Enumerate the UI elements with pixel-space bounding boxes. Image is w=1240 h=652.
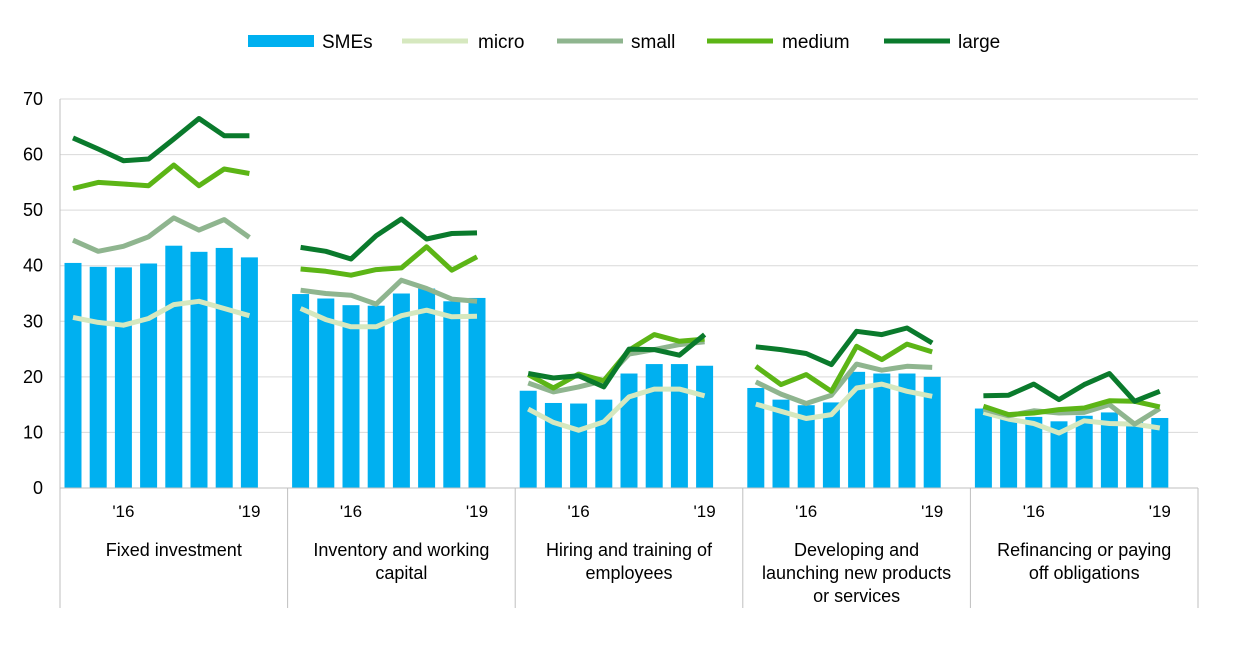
- category-label: employees: [585, 563, 672, 583]
- bar-smes: [190, 251, 208, 488]
- bar-smes: [898, 373, 916, 488]
- bar-smes: [797, 405, 815, 488]
- line-medium: [72, 162, 250, 191]
- bar-smes: [1050, 421, 1068, 488]
- line-large: [983, 371, 1161, 404]
- category-label: off obligations: [1029, 563, 1140, 583]
- bar-smes: [1000, 418, 1018, 488]
- bar-smes: [89, 266, 107, 488]
- line-small: [71, 215, 251, 254]
- legend-label: large: [958, 32, 1000, 53]
- bar-smes: [1025, 416, 1043, 488]
- bar-smes: [923, 376, 941, 488]
- bar-smes: [1151, 417, 1169, 488]
- line-micro: [755, 381, 933, 421]
- bar-smes: [114, 267, 132, 488]
- bar-smes: [747, 387, 765, 488]
- bar-smes: [848, 371, 866, 488]
- line-small: [754, 361, 933, 406]
- line-large: [755, 325, 934, 368]
- legend-label: micro: [478, 32, 524, 53]
- bar-smes: [974, 408, 992, 488]
- category-label: Fixed investment: [106, 540, 242, 560]
- legend-item-medium: medium: [707, 32, 850, 53]
- bar-smes: [822, 402, 840, 488]
- bar-smes: [215, 247, 233, 488]
- bar-smes: [519, 390, 537, 488]
- legend-label: medium: [782, 32, 850, 53]
- bar-smes: [772, 399, 790, 488]
- year-tick-label: '16: [1023, 502, 1045, 521]
- year-tick-label: '19: [1149, 502, 1171, 521]
- y-tick-label: 30: [23, 311, 43, 331]
- legend-item-small: small: [557, 32, 675, 53]
- bar-smes: [620, 373, 638, 488]
- bar-smes: [165, 245, 183, 488]
- legend-label: small: [631, 32, 675, 53]
- bar-smes: [1126, 421, 1144, 488]
- legend-item-micro: micro: [402, 32, 524, 53]
- category-label: launching new products: [762, 563, 951, 583]
- bar-smes: [64, 262, 82, 488]
- legend-item-smes: SMEs: [248, 32, 373, 53]
- line-series: [71, 116, 1162, 436]
- bar-smes: [367, 305, 385, 488]
- year-tick-label: '16: [112, 502, 134, 521]
- y-tick-label: 50: [23, 200, 43, 220]
- bar-smes: [468, 297, 486, 488]
- y-tick-label: 60: [23, 145, 43, 165]
- category-label: capital: [375, 563, 427, 583]
- year-tick-label: '19: [921, 502, 943, 521]
- bar-smes: [342, 305, 360, 488]
- y-tick-label: 10: [23, 422, 43, 442]
- bar-series-smes: [64, 245, 1169, 488]
- line-medium: [300, 244, 479, 278]
- line-medium: [754, 341, 933, 394]
- legend: SMEs micro small medium large: [248, 32, 1000, 53]
- category-label: Refinancing or paying: [997, 540, 1171, 560]
- bar-smes: [645, 364, 663, 488]
- bar-smes: [392, 293, 410, 488]
- line-large: [527, 332, 707, 390]
- y-tick-label: 0: [33, 478, 43, 498]
- bar-smes: [292, 294, 310, 488]
- legend-label: SMEs: [322, 32, 373, 53]
- bar-smes: [443, 301, 461, 488]
- line-micro: [299, 306, 478, 330]
- year-tick-label: '16: [340, 502, 362, 521]
- year-tick-label: '19: [466, 502, 488, 521]
- bar-smes: [544, 402, 562, 488]
- bar-smes: [1075, 415, 1093, 488]
- bar-smes: [418, 288, 436, 488]
- line-small: [300, 277, 478, 307]
- category-label: Inventory and working: [313, 540, 489, 560]
- y-tick-label: 40: [23, 256, 43, 276]
- axes: 0 10 20 30 40 50 60 70 '16 '19 Fixed investment '16…: [23, 89, 1199, 608]
- line-large: [71, 116, 250, 164]
- bar-smes: [317, 298, 335, 488]
- line-micro: [72, 298, 251, 328]
- legend-swatch-smes: [248, 35, 314, 47]
- y-tick-label: 70: [23, 89, 43, 109]
- bar-smes: [1100, 412, 1118, 488]
- bar-smes: [670, 364, 688, 488]
- year-tick-label: '16: [795, 502, 817, 521]
- legend-item-large: large: [884, 32, 1000, 53]
- line-medium: [982, 398, 1161, 418]
- year-tick-label: '16: [568, 502, 590, 521]
- category-label: or services: [813, 586, 900, 606]
- year-tick-label: '19: [694, 502, 716, 521]
- line-large: [300, 216, 478, 262]
- bar-smes: [570, 403, 588, 488]
- bar-smes: [140, 263, 158, 488]
- year-tick-label: '19: [238, 502, 260, 521]
- bar-smes: [240, 257, 258, 488]
- category-label: Hiring and training of: [546, 540, 713, 560]
- line-micro: [527, 386, 706, 433]
- y-tick-label: 20: [23, 367, 43, 387]
- bar-smes: [696, 365, 714, 488]
- bar-smes: [873, 373, 891, 488]
- category-label: Developing and: [794, 540, 919, 560]
